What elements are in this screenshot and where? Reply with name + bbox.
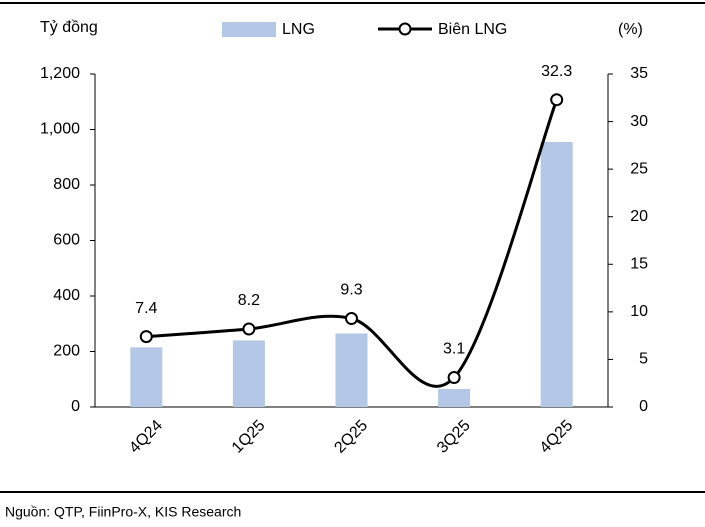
y2-tick-label: 5 (639, 351, 648, 368)
data-label: 8.2 (238, 292, 260, 309)
y2-axis-title: (%) (618, 21, 643, 38)
legend-swatch (222, 22, 276, 37)
y-tick-label: 1,200 (40, 65, 80, 82)
y2-tick-label: 15 (630, 256, 648, 273)
y2-tick-label: 25 (630, 160, 648, 177)
x-tick-label: 4Q25 (537, 417, 577, 457)
x-tick-label: 4Q24 (126, 417, 166, 457)
line-marker (345, 312, 358, 326)
legend-marker (398, 22, 412, 36)
y2-tick-label: 0 (639, 398, 648, 415)
line-marker (447, 371, 461, 385)
line-marker (242, 322, 256, 336)
y-tick-label: 200 (53, 343, 80, 360)
data-label: 9.3 (340, 282, 362, 299)
data-label: 7.4 (135, 300, 157, 317)
y2-tick-label: 10 (630, 303, 648, 320)
legend-label: LNG (282, 21, 315, 38)
data-label: 3.1 (443, 341, 465, 358)
bar (540, 141, 573, 408)
x-tick-label: 2Q25 (331, 417, 371, 457)
bar (438, 388, 471, 407)
legend-label: Biên LNG (438, 21, 507, 38)
y-tick-label: 1,000 (40, 121, 80, 138)
line (146, 99, 559, 388)
data-label: 32.3 (541, 63, 572, 80)
bar (232, 340, 265, 407)
line-marker (139, 330, 153, 344)
bar (335, 333, 368, 407)
y2-tick-label: 20 (630, 208, 648, 225)
y-tick-label: 800 (53, 176, 80, 193)
y-tick-label: 600 (53, 232, 80, 249)
y-tick-label: 400 (53, 287, 80, 304)
x-tick-label: 1Q25 (229, 417, 269, 457)
y2-tick-label: 30 (630, 113, 648, 130)
x-tick-label: 3Q25 (434, 417, 474, 457)
bar (130, 347, 163, 407)
y2-tick-label: 35 (630, 65, 648, 82)
y-axis-title: Tỷ đồng (40, 19, 98, 36)
line-marker (550, 93, 564, 107)
source-note: Nguồn: QTP, FiinPro-X, KIS Research (5, 504, 241, 520)
y-tick-label: 0 (71, 398, 80, 415)
